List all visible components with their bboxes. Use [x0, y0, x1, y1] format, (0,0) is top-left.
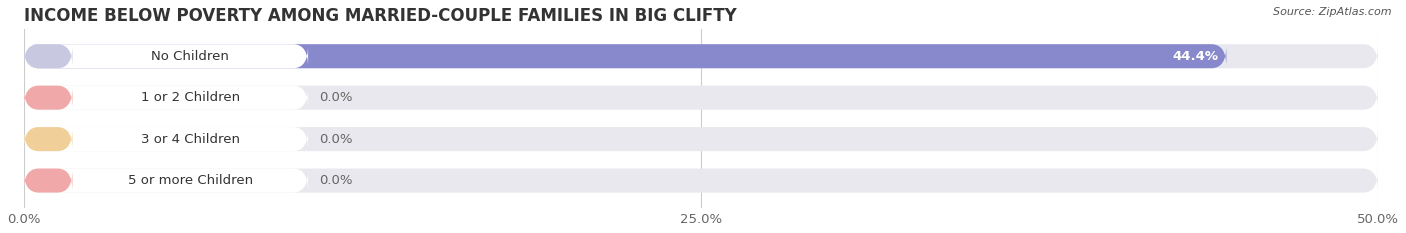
FancyBboxPatch shape — [24, 127, 308, 151]
Text: INCOME BELOW POVERTY AMONG MARRIED-COUPLE FAMILIES IN BIG CLIFTY: INCOME BELOW POVERTY AMONG MARRIED-COUPL… — [24, 7, 737, 25]
FancyBboxPatch shape — [24, 168, 1378, 193]
Text: 44.4%: 44.4% — [1173, 50, 1218, 63]
FancyBboxPatch shape — [24, 127, 73, 151]
FancyBboxPatch shape — [24, 127, 1378, 151]
Text: 3 or 4 Children: 3 or 4 Children — [141, 133, 240, 146]
Text: Source: ZipAtlas.com: Source: ZipAtlas.com — [1274, 7, 1392, 17]
FancyBboxPatch shape — [24, 44, 1378, 68]
FancyBboxPatch shape — [24, 168, 73, 193]
FancyBboxPatch shape — [24, 86, 308, 110]
Text: 1 or 2 Children: 1 or 2 Children — [141, 91, 240, 104]
Text: No Children: No Children — [152, 50, 229, 63]
Text: 0.0%: 0.0% — [319, 133, 353, 146]
FancyBboxPatch shape — [24, 44, 1226, 68]
FancyBboxPatch shape — [24, 168, 308, 193]
FancyBboxPatch shape — [24, 86, 73, 110]
Text: 0.0%: 0.0% — [319, 174, 353, 187]
Text: 0.0%: 0.0% — [319, 91, 353, 104]
FancyBboxPatch shape — [24, 44, 73, 68]
FancyBboxPatch shape — [24, 44, 308, 68]
FancyBboxPatch shape — [24, 86, 1378, 110]
Text: 5 or more Children: 5 or more Children — [128, 174, 253, 187]
